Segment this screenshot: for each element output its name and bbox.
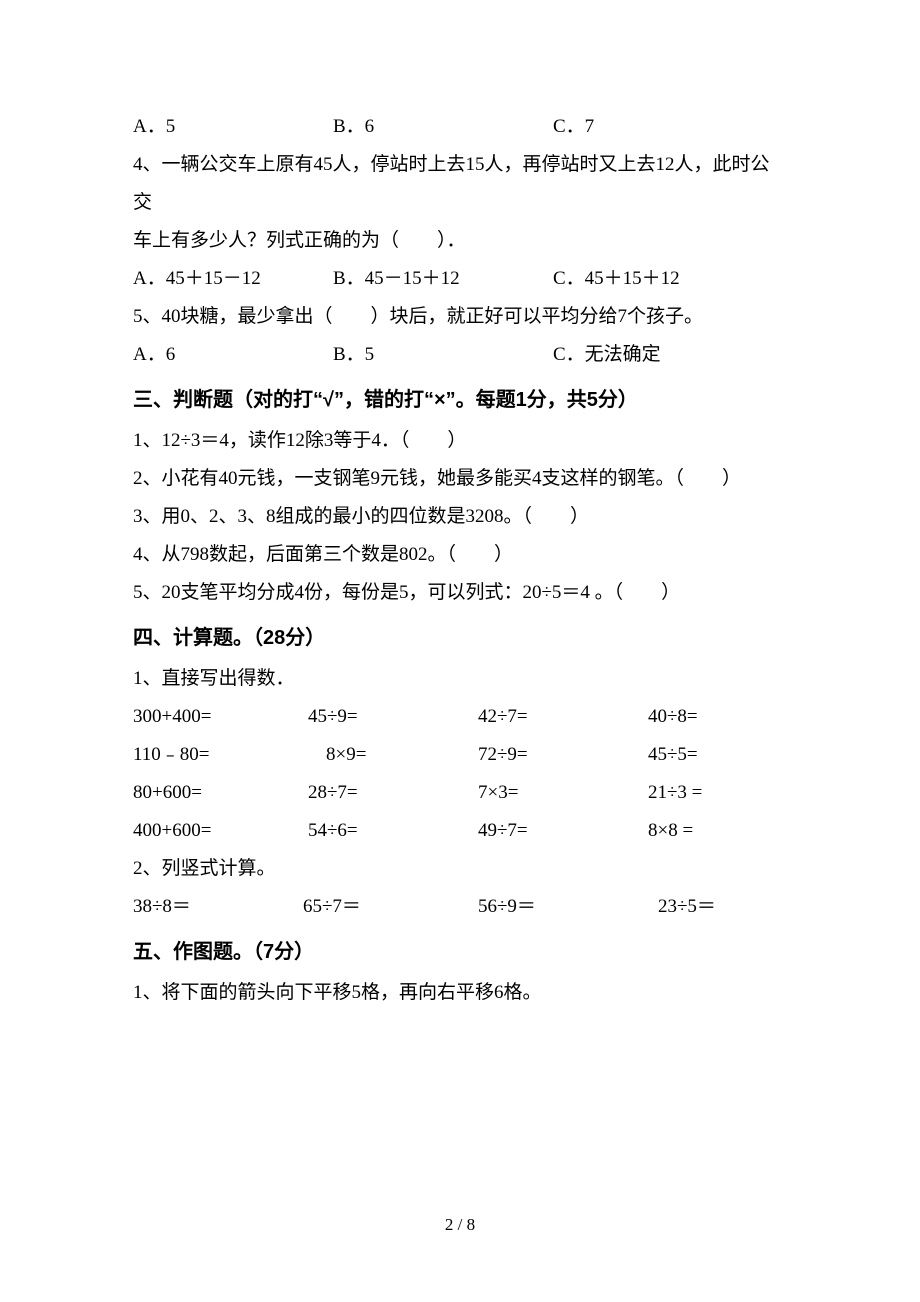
- section-3-heading: 三、判断题（对的打“√”，错的打“×”。每题1分，共5分）: [133, 380, 787, 420]
- q3-options: A．5 B．6 C．7: [133, 108, 787, 146]
- calc-cell: 65÷7＝: [303, 888, 478, 926]
- q4-text-line2: 车上有多少人？列式正确的为（ ）．: [133, 222, 787, 260]
- calc-cell: 8×8 =: [648, 812, 787, 850]
- page-number: 2 / 8: [0, 1208, 920, 1242]
- sec3-item-2: 2、小花有40元钱，一支钢笔9元钱，她最多能买4支这样的钢笔。（ ）: [133, 460, 787, 498]
- q5-opt-c: C．无法确定: [553, 336, 787, 374]
- section-5-heading: 五、作图题。（7分）: [133, 932, 787, 972]
- calc-cell: 110﹣80=: [133, 736, 308, 774]
- q4-text-line1: 4、一辆公交车上原有45人，停站时上去15人，再停站时又上去12人，此时公交: [133, 146, 787, 222]
- calc2-row: 38÷8＝ 65÷7＝ 56÷9＝ 23÷5＝: [133, 888, 787, 926]
- calc-cell: 7×3=: [478, 774, 648, 812]
- q5-text: 5、40块糖，最少拿出（ ）块后，就正好可以平均分给7个孩子。: [133, 298, 787, 336]
- sec3-item-5: 5、20支笔平均分成4份，每份是5，可以列式：20÷5＝4 。（ ）: [133, 574, 787, 612]
- calc-cell: 80+600=: [133, 774, 308, 812]
- section-4-heading: 四、计算题。（28分）: [133, 618, 787, 658]
- calc-cell: 21÷3 =: [648, 774, 787, 812]
- calc-row-3: 80+600= 28÷7= 7×3= 21÷3 =: [133, 774, 787, 812]
- calc-cell: 23÷5＝: [658, 888, 787, 926]
- calc-row-4: 400+600= 54÷6= 49÷7= 8×8 =: [133, 812, 787, 850]
- sec4-p1: 1、直接写出得数．: [133, 660, 787, 698]
- calc-cell: 300+400=: [133, 698, 308, 736]
- calc-cell: 28÷7=: [308, 774, 478, 812]
- q3-opt-c: C．7: [553, 108, 787, 146]
- calc-cell: 400+600=: [133, 812, 308, 850]
- calc-cell: 49÷7=: [478, 812, 648, 850]
- q4-opt-c: C．45＋15＋12: [553, 260, 787, 298]
- calc-cell: 40÷8=: [648, 698, 787, 736]
- sec5-p1: 1、将下面的箭头向下平移5格，再向右平移6格。: [133, 974, 787, 1012]
- q5-options: A．6 B．5 C．无法确定: [133, 336, 787, 374]
- q4-options: A．45＋15－12 B．45－15＋12 C．45＋15＋12: [133, 260, 787, 298]
- calc-cell: 56÷9＝: [478, 888, 658, 926]
- calc-cell: 72÷9=: [478, 736, 648, 774]
- q3-opt-a: A．5: [133, 108, 333, 146]
- q3-opt-b: B．6: [333, 108, 553, 146]
- sec3-item-4: 4、从798数起，后面第三个数是802。（ ）: [133, 536, 787, 574]
- sec3-item-1: 1、12÷3＝4，读作12除3等于4．（ ）: [133, 422, 787, 460]
- sec3-item-3: 3、用0、2、3、8组成的最小的四位数是3208。（ ）: [133, 498, 787, 536]
- q5-opt-b: B．5: [333, 336, 553, 374]
- calc-cell: 42÷7=: [478, 698, 648, 736]
- calc-cell: 45÷5=: [648, 736, 787, 774]
- q5-opt-a: A．6: [133, 336, 333, 374]
- calc-row-1: 300+400= 45÷9= 42÷7= 40÷8=: [133, 698, 787, 736]
- calc-row-2: 110﹣80= 8×9= 72÷9= 45÷5=: [133, 736, 787, 774]
- sec4-p2: 2、列竖式计算。: [133, 850, 787, 888]
- calc-cell: 38÷8＝: [133, 888, 303, 926]
- calc-cell: 8×9=: [308, 736, 478, 774]
- q4-opt-a: A．45＋15－12: [133, 260, 333, 298]
- calc-cell: 54÷6=: [308, 812, 478, 850]
- q4-opt-b: B．45－15＋12: [333, 260, 553, 298]
- calc-cell: 45÷9=: [308, 698, 478, 736]
